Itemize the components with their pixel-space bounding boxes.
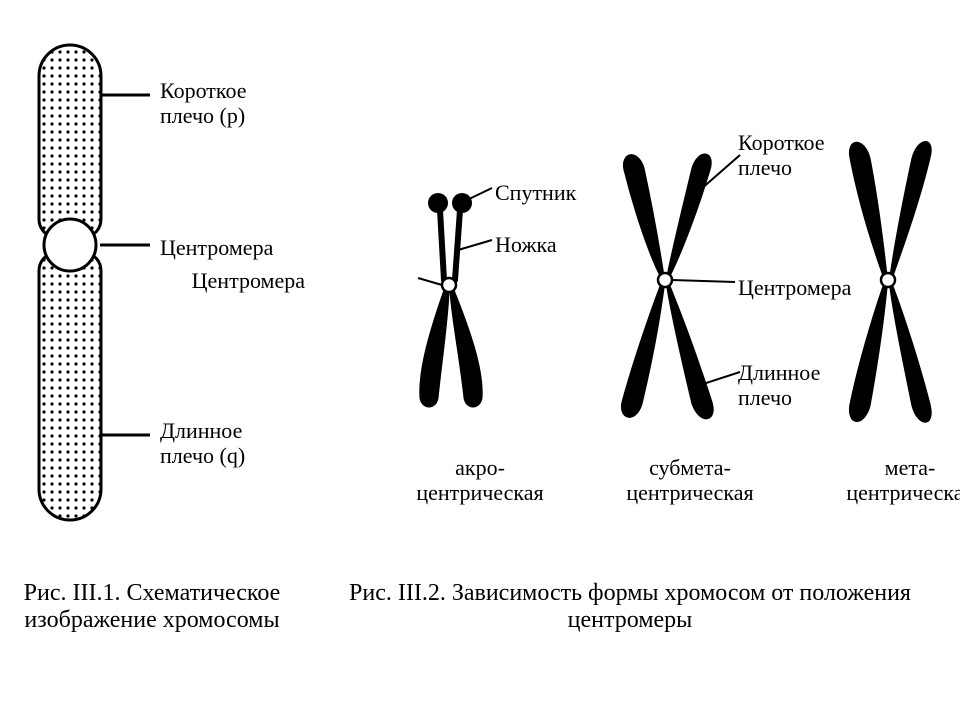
label-long_arm: Длинное плечо (q) xyxy=(160,418,245,469)
centromere-icon xyxy=(658,273,672,287)
chromosome-meta xyxy=(849,142,931,423)
arm-shape xyxy=(623,155,664,276)
label-submeta-long_arm: Длинное плечо xyxy=(738,360,820,411)
chromosome-body xyxy=(39,45,101,520)
label-submeta-centromere: Центромера xyxy=(738,275,851,300)
arm-shape xyxy=(849,142,887,276)
caption-figure-1: Рис. III.1. Схематическое изображение хр… xyxy=(12,580,292,634)
label-short_arm: Короткое плечо (p) xyxy=(160,78,247,129)
arm-shape xyxy=(890,286,931,422)
centromere-icon xyxy=(44,219,96,271)
arm-shape xyxy=(849,286,887,422)
arm-shape xyxy=(621,286,664,417)
label-acro-sputnik: Спутник xyxy=(495,180,576,205)
centromere-icon xyxy=(442,278,456,292)
type-caption-acro: акро- центрическая xyxy=(400,455,560,506)
arm-shape xyxy=(667,154,711,276)
leader-line xyxy=(418,278,442,285)
label-acro-nozhka: Ножка xyxy=(495,232,557,257)
satellite-icon xyxy=(428,193,448,213)
leader-line xyxy=(458,240,492,250)
stalk-shape xyxy=(440,210,444,280)
arm-shape xyxy=(667,286,713,419)
type-caption-meta: мета- центрическая xyxy=(830,455,960,506)
type-caption-submeta: субмета- центрическая xyxy=(610,455,770,506)
caption-figure-2: Рис. III.2. Зависимость формы хромосом о… xyxy=(320,580,940,634)
label-acro-centromere: Центромера xyxy=(192,268,305,293)
satellite-icon xyxy=(452,193,472,213)
label-centromere: Центромера xyxy=(160,235,273,260)
centromere-icon xyxy=(881,273,895,287)
arm-shape xyxy=(420,290,449,407)
leader-line xyxy=(700,372,740,385)
leader-line xyxy=(467,188,492,200)
chromosome-acro xyxy=(418,188,492,407)
left-chromosome-diagram xyxy=(39,45,150,520)
arm-shape xyxy=(890,142,931,277)
label-submeta-short_arm: Короткое плечо xyxy=(738,130,825,181)
stalk-shape xyxy=(455,210,460,280)
chromosome-submeta xyxy=(621,154,740,419)
leader-line xyxy=(672,280,735,282)
arm-shape xyxy=(450,290,482,407)
